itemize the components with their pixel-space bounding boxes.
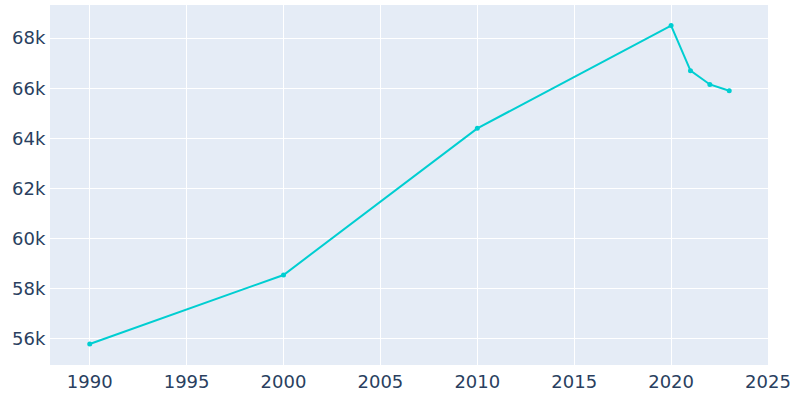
svg-text:2010: 2010: [454, 371, 500, 392]
svg-text:2015: 2015: [551, 371, 597, 392]
svg-text:2025: 2025: [745, 371, 791, 392]
svg-text:56k: 56k: [12, 328, 46, 349]
svg-text:58k: 58k: [12, 278, 46, 299]
svg-text:68k: 68k: [12, 27, 46, 48]
svg-text:2005: 2005: [358, 371, 404, 392]
svg-text:64k: 64k: [12, 128, 46, 149]
svg-text:2020: 2020: [648, 371, 694, 392]
svg-text:2000: 2000: [261, 371, 307, 392]
svg-text:1995: 1995: [164, 371, 210, 392]
svg-text:62k: 62k: [12, 178, 46, 199]
svg-text:66k: 66k: [12, 78, 46, 99]
svg-text:1990: 1990: [67, 371, 113, 392]
svg-text:60k: 60k: [12, 228, 46, 249]
